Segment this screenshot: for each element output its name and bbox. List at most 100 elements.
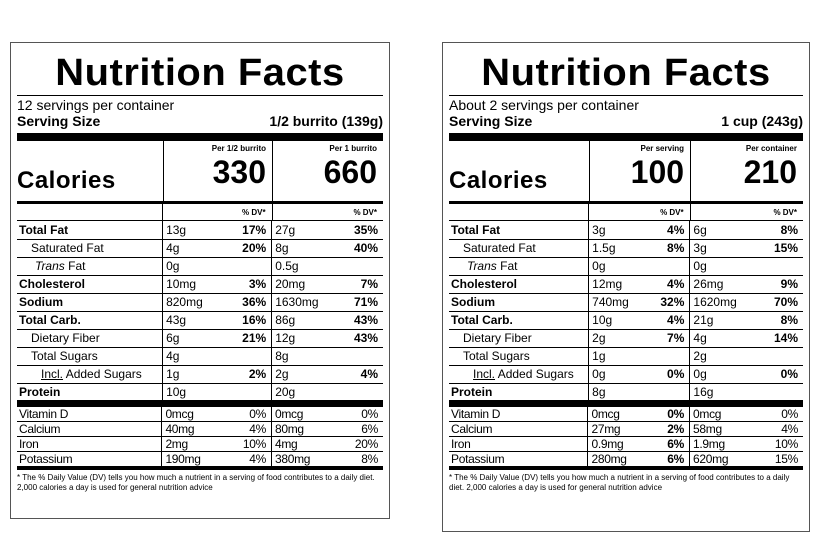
nutrient-row: Protein 10g 20g xyxy=(17,383,383,407)
amount-1: 10g xyxy=(162,383,219,407)
dv-2: 0% xyxy=(329,406,383,422)
amount-2: 21g xyxy=(689,311,750,330)
dv-2 xyxy=(329,347,383,366)
amount-1: 820mg xyxy=(162,293,219,312)
amount-1: 0g xyxy=(588,365,645,384)
calories-column-2: Per 1 burrito 660 xyxy=(272,141,383,201)
calories-value-2: 660 xyxy=(323,154,377,190)
dv-1: 4% xyxy=(644,275,690,294)
amount-1: 740mg xyxy=(588,293,645,312)
servings-per-container: About 2 servings per container xyxy=(449,97,639,113)
amount-1: 40mg xyxy=(161,421,218,437)
amount-1: 280mg xyxy=(587,451,644,467)
nutrient-row: Dietary Fiber 6g 21% 12g 43% xyxy=(17,329,383,348)
amount-1: 190mg xyxy=(161,451,218,467)
nutrient-name: Total Carb. xyxy=(449,311,589,330)
amount-1: 0.9mg xyxy=(587,436,644,452)
nutrition-label-right: Nutrition Facts About 2 servings per con… xyxy=(442,42,810,532)
nutrient-row: Cholesterol 10mg 3% 20mg 7% xyxy=(17,275,383,294)
dv-header-1: % DV* xyxy=(588,204,689,220)
dv-header-row: % DV* % DV* xyxy=(449,204,803,220)
amount-2: 8g xyxy=(271,239,330,258)
calories-value-2: 210 xyxy=(743,154,797,190)
amount-2: 4mg xyxy=(270,436,330,452)
label-title: Nutrition Facts xyxy=(481,52,771,94)
dv-2 xyxy=(749,257,803,276)
amount-2: 6g xyxy=(689,221,750,240)
nutrient-table: Total Fat 3g 4% 6g 8% Saturated Fat 1.5g 8% 3g 15… xyxy=(449,221,803,407)
nutrient-name-prefix: Trans xyxy=(35,259,65,273)
nutrient-name: Sodium xyxy=(449,293,589,312)
calories-value-1: 100 xyxy=(630,154,685,190)
nutrient-name: Total Sugars xyxy=(17,347,163,366)
serving-size: Serving Size 1 cup (243g) xyxy=(449,113,803,133)
nutrient-name: Cholesterol xyxy=(17,275,163,294)
dv-1: 8% xyxy=(644,239,690,258)
dv-2 xyxy=(329,383,383,407)
footnote: * The % Daily Value (DV) tells you how m… xyxy=(449,467,803,493)
amount-2: 620mg xyxy=(689,451,750,467)
nutrient-name-prefix: Incl. xyxy=(473,367,496,381)
dv-2 xyxy=(329,257,383,276)
label-title: Nutrition Facts xyxy=(55,52,345,94)
mineral-name: Iron xyxy=(17,436,162,452)
amount-2: 27g xyxy=(271,221,330,240)
calories-row: Calories Per serving 100 Per container 2… xyxy=(449,141,803,201)
serving-size-label: Serving Size xyxy=(17,113,101,129)
amount-2: 20g xyxy=(271,383,330,407)
dv-2: 0% xyxy=(749,406,803,422)
dv-2: 35% xyxy=(329,221,383,240)
amount-1: 0g xyxy=(588,257,645,276)
column-2-header: Per 1 burrito xyxy=(329,144,377,153)
dv-2: 15% xyxy=(749,239,803,258)
amount-1: 27mg xyxy=(587,421,644,437)
nutrient-row: Sodium 740mg 32% 1620mg 70% xyxy=(449,293,803,312)
dv-header-1: % DV* xyxy=(162,204,271,220)
mineral-name: Vitamin D xyxy=(449,406,588,422)
nutrient-row: Total Carb. 10g 4% 21g 8% xyxy=(449,311,803,330)
nutrient-name: Total Sugars xyxy=(449,347,589,366)
amount-2: 1630mg xyxy=(271,293,330,312)
mineral-name: Iron xyxy=(449,436,588,452)
nutrient-name: Dietary Fiber xyxy=(17,329,163,348)
nutrient-name-rest: Fat xyxy=(64,259,86,273)
dv-1 xyxy=(218,383,272,407)
amount-1: 1.5g xyxy=(588,239,645,258)
amount-2: 80mg xyxy=(270,421,330,437)
nutrient-name: Protein xyxy=(449,383,589,407)
dv-2: 6% xyxy=(329,421,383,437)
mineral-row: Iron 0.9mg 6% 1.9mg 10% xyxy=(449,436,803,452)
dv-1 xyxy=(644,257,690,276)
dv-2: 70% xyxy=(749,293,803,312)
dv-1: 2% xyxy=(643,421,690,437)
calories-label: Calories xyxy=(17,167,116,194)
nutrient-name: Dietary Fiber xyxy=(449,329,589,348)
nutrient-row: Total Sugars 1g 2g xyxy=(449,347,803,366)
calories-value-1: 330 xyxy=(212,154,267,190)
dv-1: 4% xyxy=(217,451,272,467)
amount-1: 8g xyxy=(588,383,645,407)
nutrient-row: Incl. Added Sugars 1g 2% 2g 4% xyxy=(17,365,383,384)
dv-2: 8% xyxy=(749,221,803,240)
mineral-name: Calcium xyxy=(17,421,162,437)
amount-2: 380mg xyxy=(270,451,330,467)
amount-1: 13g xyxy=(162,221,219,240)
mineral-row: Calcium 27mg 2% 58mg 4% xyxy=(449,421,803,437)
dv-2: 20% xyxy=(329,436,383,452)
dv-1 xyxy=(644,347,690,366)
dv-1: 36% xyxy=(218,293,272,312)
amount-1: 0mcg xyxy=(161,406,218,422)
amount-1: 43g xyxy=(162,311,219,330)
dv-1: 0% xyxy=(217,406,272,422)
dv-1: 17% xyxy=(218,221,272,240)
nutrient-row: Trans Fat 0g 0.5g xyxy=(17,257,383,276)
dv-1: 3% xyxy=(218,275,272,294)
amount-2: 16g xyxy=(689,383,750,407)
nutrient-row: Trans Fat 0g 0g xyxy=(449,257,803,276)
dv-1: 6% xyxy=(643,451,690,467)
mineral-name: Calcium xyxy=(449,421,588,437)
amount-2: 1620mg xyxy=(689,293,750,312)
amount-2: 3g xyxy=(689,239,750,258)
dv-1: 20% xyxy=(218,239,272,258)
dv-2: 15% xyxy=(749,451,803,467)
